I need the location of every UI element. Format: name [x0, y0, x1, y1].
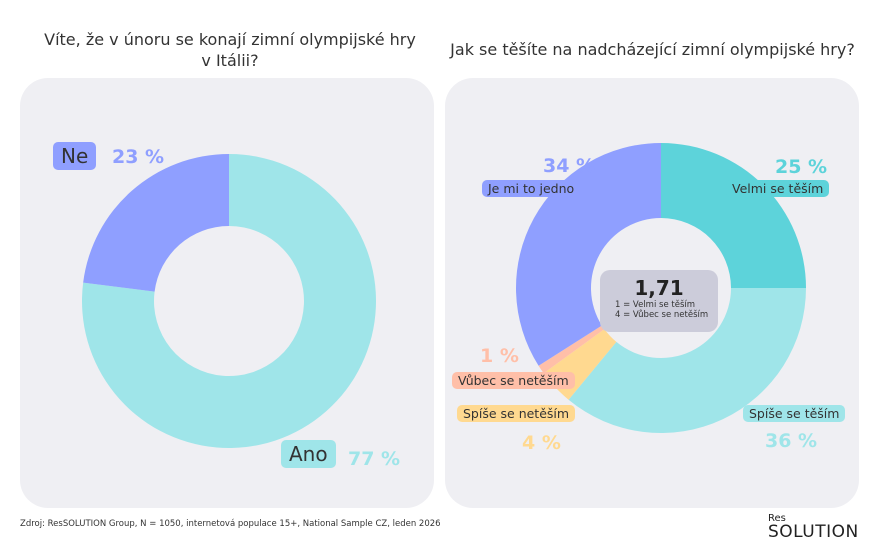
mean-box: 1,71 1 = Velmi se těším 4 = Vůbec se net… [600, 270, 718, 332]
label-jedno: Je mi to jedno [482, 180, 581, 197]
label-vubec: Vůbec se netěším [452, 372, 575, 389]
label-ano: Ano [281, 440, 336, 468]
slice-je-mi-to-jedno [516, 143, 661, 366]
pct-jedno: 34 % [543, 155, 596, 177]
pct-vubec: 1 % [480, 345, 519, 367]
mean-note-2: 4 = Vůbec se netěším [615, 310, 709, 320]
logo-top: Res [768, 513, 786, 524]
slice-velmi-se-těším [661, 143, 806, 288]
logo: Res SOLUTION [768, 514, 859, 541]
slice-ne [83, 154, 229, 292]
mean-note-1: 1 = Velmi se těším [615, 300, 696, 310]
label-ne: Ne [53, 142, 97, 170]
slice-spíše-se-těším [568, 288, 806, 433]
pct-ne: 23 % [112, 146, 165, 168]
slice-vůbec-se-netěším [538, 325, 605, 374]
pct-ano: 77 % [348, 448, 401, 470]
pct-spise-ne: 4 % [522, 432, 561, 454]
logo-main: SOLUTION [768, 522, 859, 542]
label-spise-ne: Spíše se netěším [457, 405, 576, 422]
label-velmi: Velmi se těším [726, 180, 830, 197]
slice-ano [82, 154, 377, 448]
chart-title-right: Jak se těšíte na nadcházející zimní olym… [450, 40, 855, 59]
chart-title-left: Víte, že v únoru se konají zimní olympij… [44, 30, 416, 70]
pct-velmi: 25 % [775, 156, 828, 178]
label-spise: Spíše se těším [743, 405, 846, 422]
mean-value: 1,71 [634, 276, 684, 300]
pct-spise: 36 % [765, 430, 818, 452]
source-note: Zdroj: ResSOLUTION Group, N = 1050, inte… [20, 519, 441, 529]
